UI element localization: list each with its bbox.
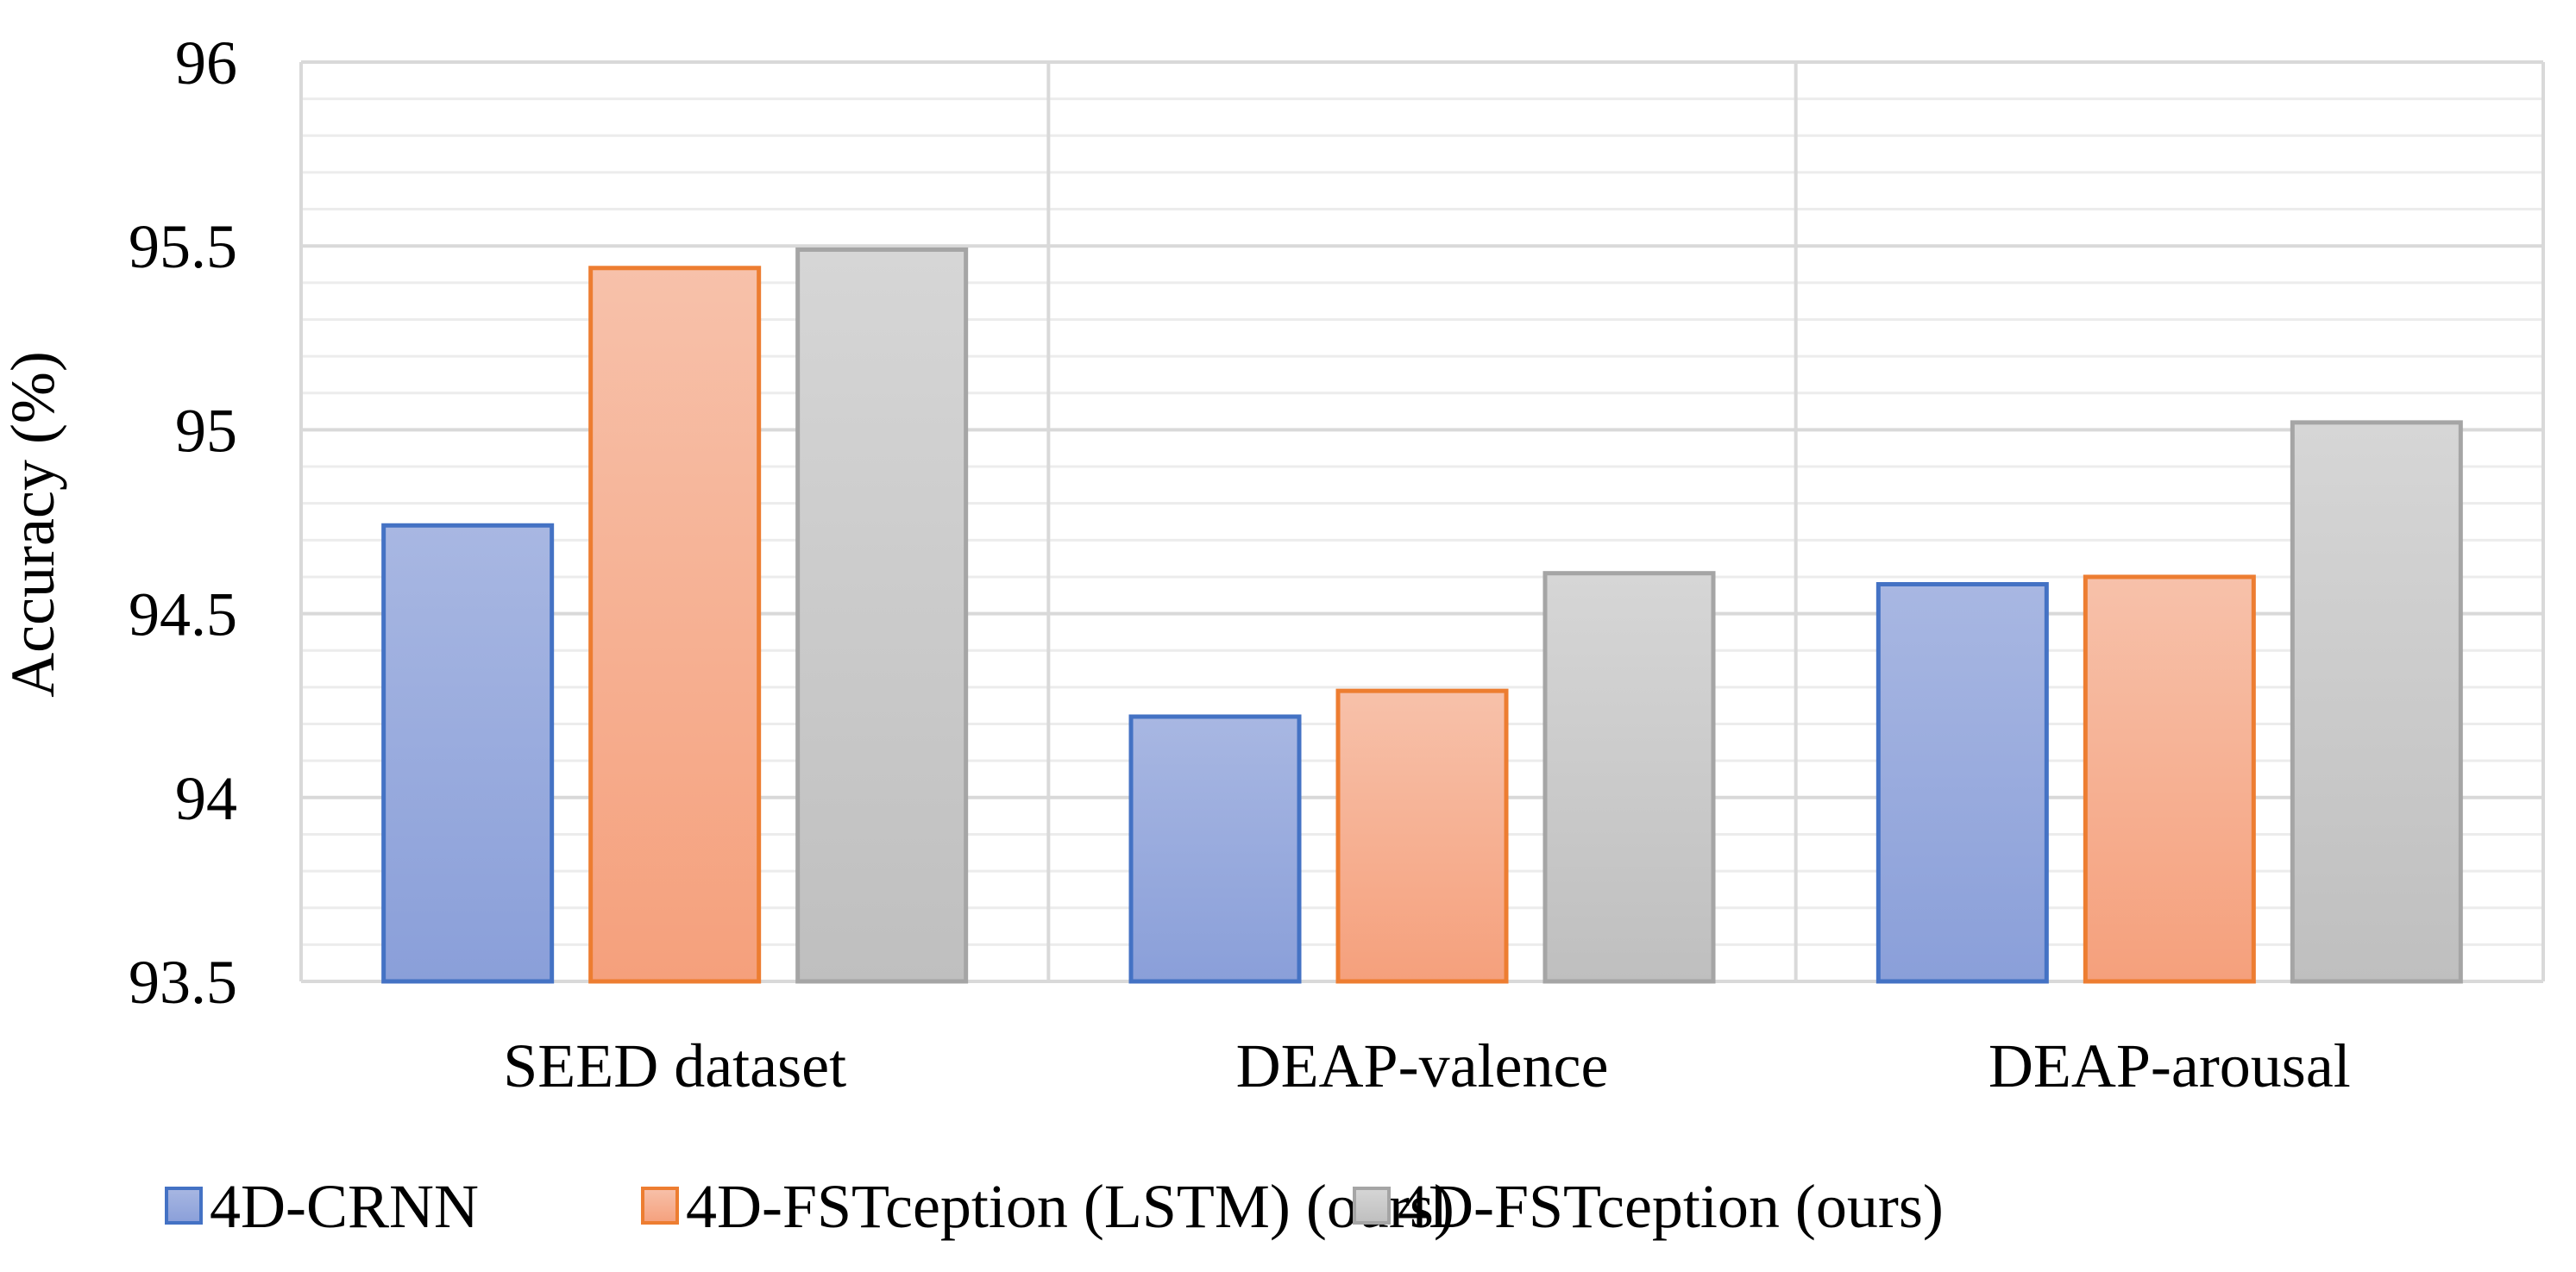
bar-2-deap-valence: [1335, 688, 1509, 984]
y-tick-label: 94.5: [129, 580, 237, 649]
x-tick-label: SEED dataset: [503, 1031, 846, 1100]
legend-swatch: [641, 1187, 679, 1225]
y-tick-label: 96: [175, 28, 237, 97]
x-tick-label: DEAP-valence: [1236, 1031, 1609, 1100]
legend-label: 4D-CRNN: [210, 1172, 479, 1241]
legend: 4D-CRNN 4D-FSTception (LSTM) (ours)4D-FST…: [165, 1172, 1944, 1241]
y-axis-label: Accuracy (%): [0, 351, 67, 698]
legend-swatch: [165, 1187, 203, 1225]
bars-layer: [381, 247, 2463, 984]
x-tick-label: DEAP-arousal: [1989, 1031, 2351, 1100]
bar-1-deap-valence: [1128, 714, 1302, 984]
bar-3-seed-dataset: [795, 247, 969, 984]
y-axis-ticks: 93.5 94 94.5 95 95.5 96: [129, 28, 237, 1017]
bar-2-deap-arousal: [2083, 574, 2256, 984]
bar-2-seed-dataset: [588, 266, 762, 984]
x-axis-ticks: SEED dataset DEAP-valence DEAP-arousal: [503, 1031, 2351, 1100]
legend-label: 4D-FSTception (ours): [1398, 1172, 1944, 1241]
y-tick-label: 93.5: [129, 948, 237, 1017]
legend-swatch: [1353, 1187, 1391, 1225]
bar-3-deap-arousal: [2290, 420, 2463, 984]
bar-1-deap-arousal: [1875, 581, 2049, 984]
y-tick-label: 95.5: [129, 212, 237, 281]
y-tick-label: 95: [175, 396, 237, 465]
bar-3-deap-valence: [1542, 571, 1716, 984]
legend-label: 4D-FSTception (LSTM) (ours): [686, 1172, 1454, 1241]
y-tick-label: 94: [175, 764, 237, 833]
bar-1-seed-dataset: [381, 523, 555, 984]
